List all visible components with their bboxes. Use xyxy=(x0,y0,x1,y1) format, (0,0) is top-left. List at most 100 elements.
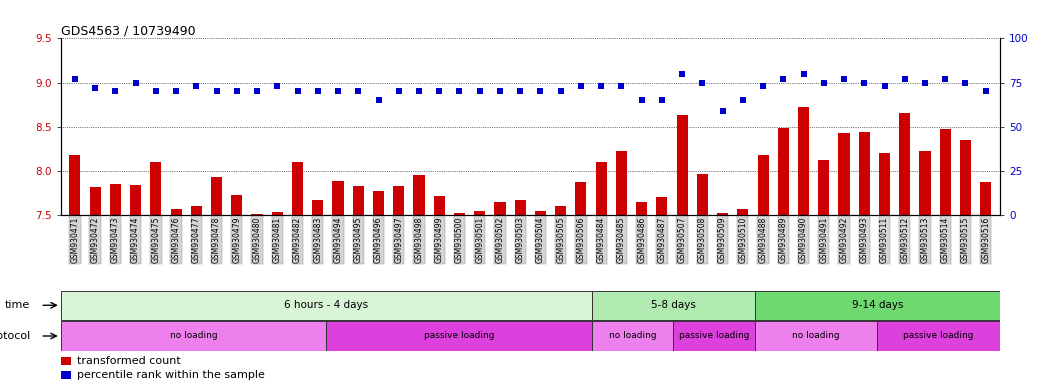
Bar xyxy=(130,185,141,215)
Point xyxy=(391,88,407,94)
Point xyxy=(836,76,852,82)
Bar xyxy=(697,174,708,215)
Bar xyxy=(737,209,749,215)
Point xyxy=(573,83,589,89)
Point xyxy=(552,88,569,94)
Point xyxy=(289,88,306,94)
Bar xyxy=(859,132,870,215)
Bar xyxy=(312,200,324,215)
Point xyxy=(410,88,427,94)
Bar xyxy=(576,182,586,215)
Bar xyxy=(555,206,566,215)
Point xyxy=(795,71,811,77)
Bar xyxy=(592,291,755,320)
Text: passive loading: passive loading xyxy=(904,331,974,341)
Text: passive loading: passive loading xyxy=(678,331,750,341)
Point xyxy=(128,79,144,86)
Point xyxy=(512,88,529,94)
Text: 6 hours - 4 days: 6 hours - 4 days xyxy=(284,300,369,310)
Bar xyxy=(272,212,283,215)
Bar xyxy=(960,140,971,215)
Point xyxy=(734,97,751,103)
Bar xyxy=(839,133,849,215)
Bar xyxy=(414,175,424,215)
Point xyxy=(168,88,184,94)
Point xyxy=(855,79,872,86)
Bar xyxy=(676,115,688,215)
Bar xyxy=(151,162,161,215)
Bar xyxy=(171,209,182,215)
Point xyxy=(492,88,509,94)
Point xyxy=(977,88,994,94)
Bar xyxy=(191,206,202,215)
Bar xyxy=(494,202,506,215)
Bar xyxy=(535,210,545,215)
Bar xyxy=(778,129,788,215)
Point xyxy=(532,88,549,94)
Text: protocol: protocol xyxy=(0,331,30,341)
Bar xyxy=(515,200,526,215)
Bar xyxy=(433,195,445,215)
Point xyxy=(107,88,124,94)
Bar xyxy=(394,186,404,215)
Bar xyxy=(980,182,992,215)
Bar xyxy=(878,153,890,215)
Text: no loading: no loading xyxy=(608,331,656,341)
Bar xyxy=(61,321,326,351)
Point xyxy=(471,88,488,94)
Point xyxy=(249,88,266,94)
Point xyxy=(937,76,954,82)
Bar xyxy=(333,182,343,215)
Text: percentile rank within the sample: percentile rank within the sample xyxy=(77,370,265,380)
Point xyxy=(350,88,366,94)
Bar xyxy=(818,160,829,215)
Bar xyxy=(474,210,485,215)
Bar xyxy=(61,291,592,320)
Point xyxy=(87,85,104,91)
Point xyxy=(67,76,84,82)
Point xyxy=(269,83,286,89)
Bar xyxy=(251,214,263,215)
Bar xyxy=(292,162,303,215)
Point xyxy=(148,88,164,94)
Point xyxy=(228,88,245,94)
Point xyxy=(330,88,347,94)
Point xyxy=(916,79,933,86)
Point xyxy=(775,76,792,82)
Bar xyxy=(755,321,877,351)
Bar xyxy=(755,291,1000,320)
Bar xyxy=(798,107,809,215)
Point xyxy=(310,88,327,94)
Point xyxy=(714,108,731,114)
Text: passive loading: passive loading xyxy=(424,331,494,341)
Bar xyxy=(61,357,70,365)
Bar xyxy=(919,151,931,215)
Text: time: time xyxy=(5,300,30,310)
Point xyxy=(896,76,913,82)
Point xyxy=(633,97,650,103)
Point xyxy=(694,79,711,86)
Point xyxy=(371,97,387,103)
Bar xyxy=(899,113,910,215)
Point xyxy=(957,79,974,86)
Point xyxy=(451,88,468,94)
Bar xyxy=(353,186,363,215)
Bar xyxy=(454,213,465,215)
Bar xyxy=(110,184,121,215)
Text: GDS4563 / 10739490: GDS4563 / 10739490 xyxy=(61,24,196,37)
Point xyxy=(208,88,225,94)
Bar xyxy=(673,321,755,351)
Bar xyxy=(592,321,673,351)
Point xyxy=(431,88,448,94)
Bar xyxy=(637,202,647,215)
Point xyxy=(653,97,670,103)
Text: transformed count: transformed count xyxy=(77,356,181,366)
Point xyxy=(188,83,205,89)
Bar xyxy=(69,155,81,215)
Bar xyxy=(939,129,951,215)
Text: no loading: no loading xyxy=(170,331,217,341)
Point xyxy=(593,83,609,89)
Bar xyxy=(326,321,592,351)
Point xyxy=(755,83,772,89)
Point xyxy=(673,71,690,77)
